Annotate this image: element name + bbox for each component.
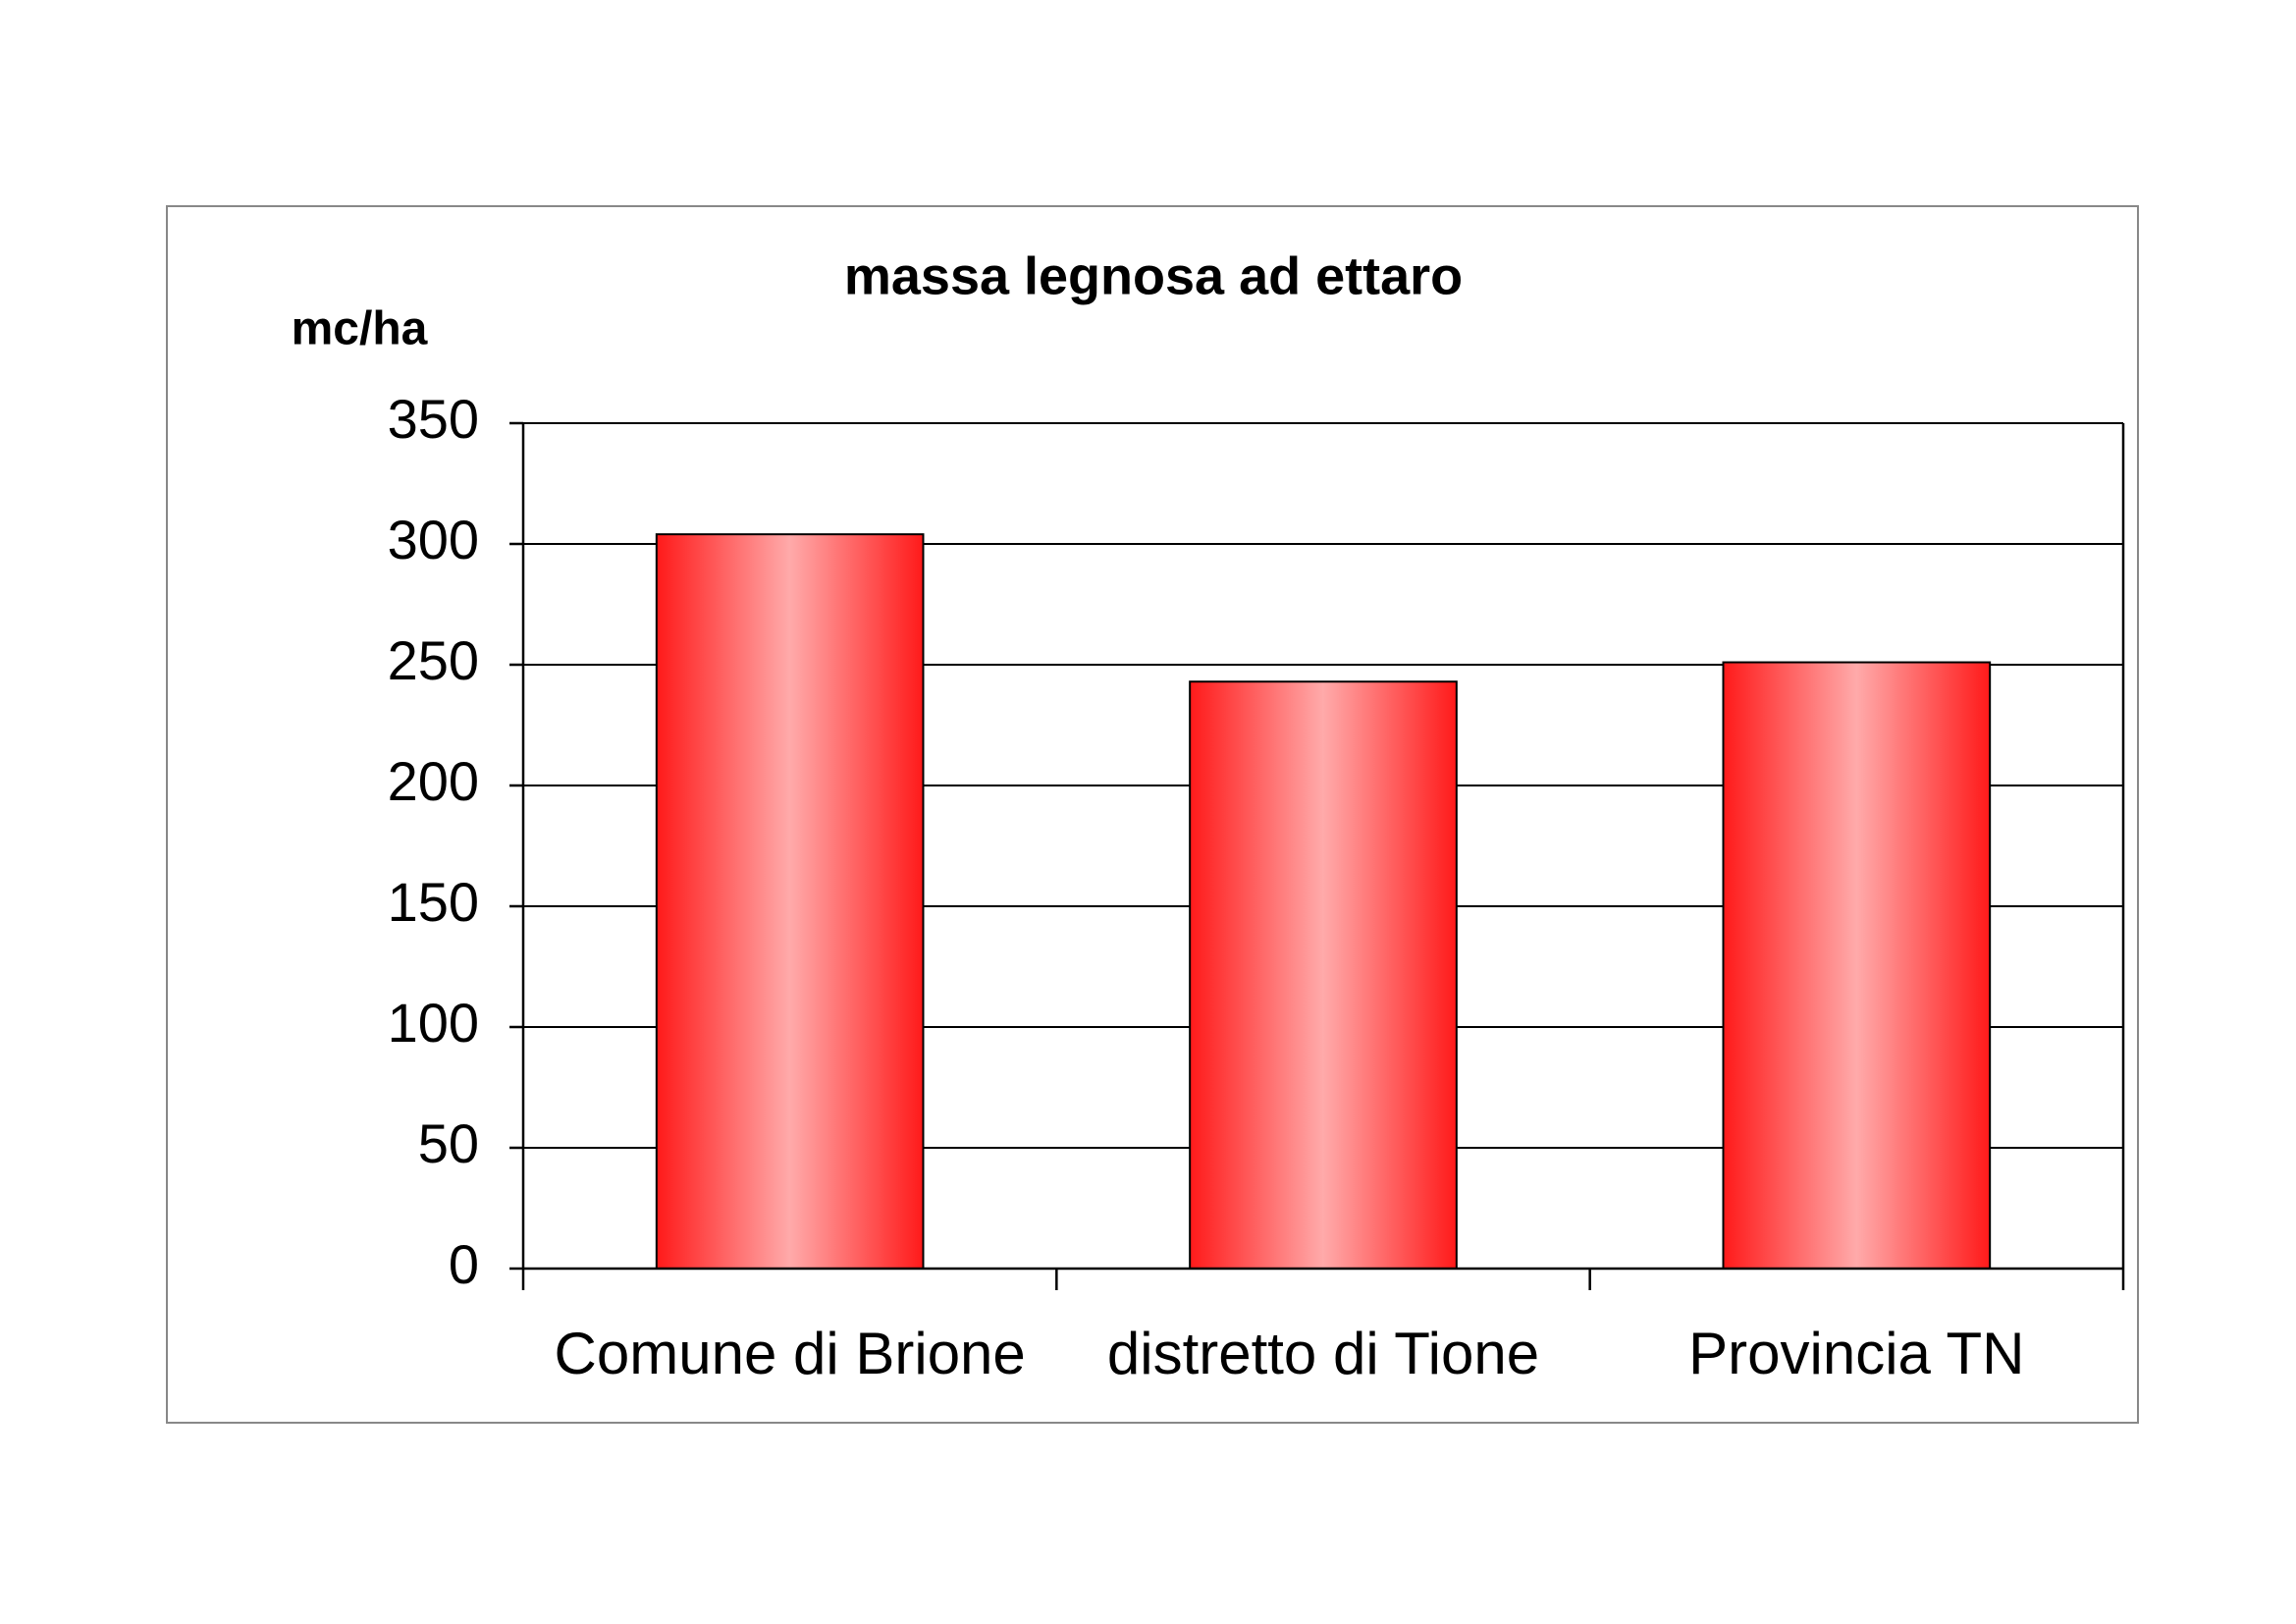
y-axis-label: mc/ha [292, 303, 428, 355]
y-tick-label: 0 [449, 1233, 479, 1295]
bar [1189, 680, 1458, 1270]
y-tick-label: 200 [388, 750, 479, 812]
y-tick-label: 250 [388, 629, 479, 691]
y-tick-label: 150 [388, 871, 479, 933]
chart-title: massa legnosa ad ettaro [844, 246, 1463, 305]
y-tick-label: 100 [388, 992, 479, 1054]
x-tick-label: Comune di Brione [555, 1321, 1026, 1386]
y-tick-label: 300 [388, 509, 479, 570]
bar [1722, 661, 1992, 1270]
y-tick-label: 350 [388, 388, 479, 450]
bar [655, 533, 925, 1270]
x-tick-label: distretto di Tione [1107, 1321, 1539, 1386]
x-tick-label: Provincia TN [1688, 1321, 2024, 1386]
y-tick-label: 50 [418, 1112, 479, 1174]
